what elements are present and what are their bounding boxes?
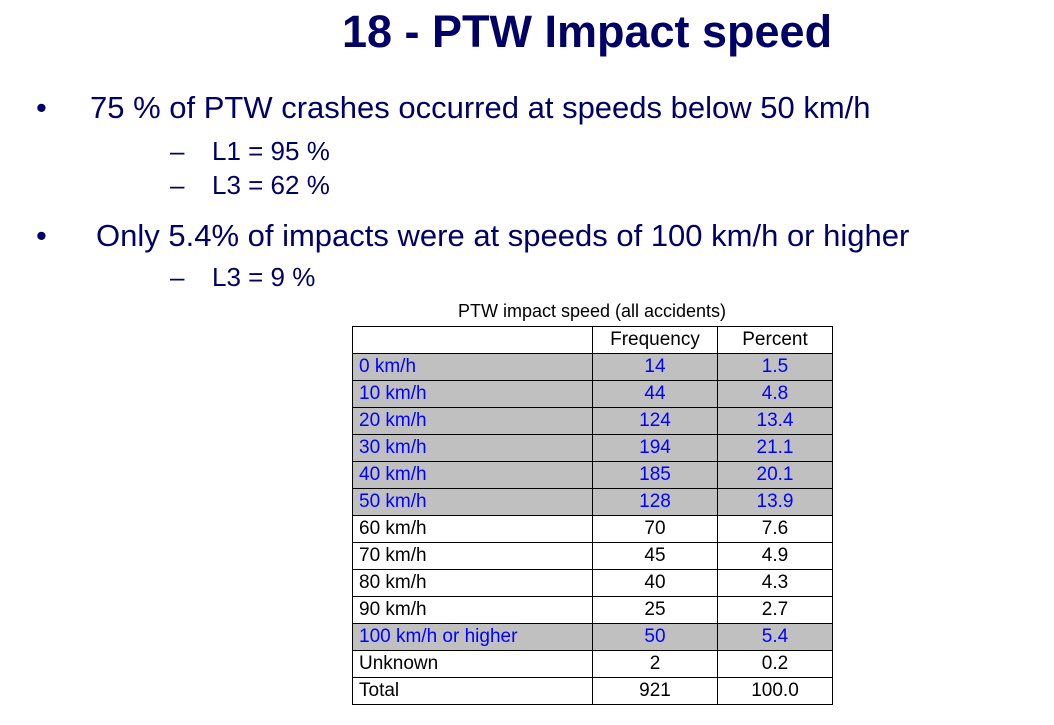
frequency-cell: 70 [592,515,718,543]
table-caption: PTW impact speed (all accidents) [457,301,727,321]
percent-cell: 1.5 [717,353,833,381]
sub-bullet-1-1-text: L1 = 95 % [212,136,330,166]
frequency-cell: 45 [592,542,718,570]
percent-cell: 13.9 [717,488,833,516]
table-row: 90 km/h 25 2.7 [352,596,833,624]
row-label-cell: 10 km/h [352,380,593,408]
frequency-cell: 128 [592,488,718,516]
row-label-cell: 90 km/h [352,596,593,624]
column-header-label [352,326,593,354]
bullet-dot: • [36,90,47,125]
table-row: 0 km/h 14 1.5 [352,353,833,381]
table-row: 100 km/h or higher 50 5.4 [352,623,833,651]
percent-cell: 4.9 [717,542,833,570]
percent-cell: 0.2 [717,650,833,678]
table-row: 80 km/h 40 4.3 [352,569,833,597]
row-label-cell: 50 km/h [352,488,593,516]
column-header-frequency: Frequency [592,326,718,354]
row-label-cell: 80 km/h [352,569,593,597]
percent-cell: 2.7 [717,596,833,624]
row-label-cell: 60 km/h [352,515,593,543]
frequency-cell: 44 [592,380,718,408]
frequency-cell: 185 [592,461,718,489]
bullet-1-text: 75 % of PTW crashes occurred at speeds b… [90,90,871,125]
frequency-cell: 50 [592,623,718,651]
frequency-cell: 2 [592,650,718,678]
table-row: 30 km/h 194 21.1 [352,434,833,462]
table-row: 50 km/h 128 13.9 [352,488,833,516]
row-label-cell: 30 km/h [352,434,593,462]
table-row: Unknown 2 0.2 [352,650,833,678]
table-row: 70 km/h 45 4.9 [352,542,833,570]
sub-bullet-dash: – [170,136,185,166]
table-row: 40 km/h 185 20.1 [352,461,833,489]
row-label-cell: Total [352,677,593,705]
frequency-cell: 194 [592,434,718,462]
percent-cell: 20.1 [717,461,833,489]
table-header-row: Frequency Percent [352,326,833,354]
percent-cell: 100.0 [717,677,833,705]
frequency-cell: 124 [592,407,718,435]
frequency-cell: 40 [592,569,718,597]
row-label-cell: Unknown [352,650,593,678]
table-row: 60 km/h 70 7.6 [352,515,833,543]
impact-speed-table: Frequency Percent 0 km/h 14 1.5 10 km/h 44 4.… [352,326,833,705]
sub-bullet-1-2-text: L3 = 62 % [212,170,330,200]
slide-title: 18 - PTW Impact speed [341,6,833,57]
percent-cell: 4.8 [717,380,833,408]
table-row: 10 km/h 44 4.8 [352,380,833,408]
row-label-cell: 70 km/h [352,542,593,570]
row-label-cell: 100 km/h or higher [352,623,593,651]
sub-bullet-2-1-text: L3 = 9 % [212,262,316,292]
row-label-cell: 20 km/h [352,407,593,435]
table-row: 20 km/h 124 13.4 [352,407,833,435]
table-row: Total 921 100.0 [352,677,833,705]
bullet-dot: • [36,218,47,253]
column-header-percent: Percent [717,326,833,354]
frequency-cell: 14 [592,353,718,381]
sub-bullet-dash: – [170,170,185,200]
percent-cell: 5.4 [717,623,833,651]
frequency-cell: 25 [592,596,718,624]
percent-cell: 13.4 [717,407,833,435]
row-label-cell: 0 km/h [352,353,593,381]
percent-cell: 4.3 [717,569,833,597]
percent-cell: 7.6 [717,515,833,543]
row-label-cell: 40 km/h [352,461,593,489]
bullet-2-text: Only 5.4% of impacts were at speeds of 1… [96,218,910,253]
sub-bullet-dash: – [170,262,185,292]
percent-cell: 21.1 [717,434,833,462]
frequency-cell: 921 [592,677,718,705]
